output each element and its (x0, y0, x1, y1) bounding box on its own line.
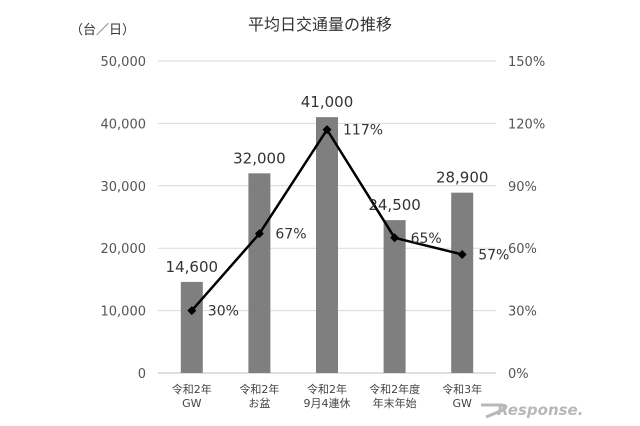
bar-value-label: 24,500 (368, 196, 421, 214)
x-tick-label: 令和2年 (172, 382, 212, 396)
line-series (187, 125, 467, 316)
y2-tick-label: 90% (508, 180, 537, 195)
y-tick-label: 40,000 (101, 117, 147, 132)
x-tick-label: 令和2年 (239, 382, 279, 396)
line-marker (322, 125, 332, 135)
y2-tick-label: 150% (508, 55, 545, 70)
bar-value-label: 14,600 (166, 258, 219, 276)
watermark-text: Response. (497, 401, 583, 419)
bar (248, 173, 271, 373)
y-tick-label: 0 (138, 367, 146, 382)
line-value-label: 65% (411, 231, 442, 247)
bar-value-label: 28,900 (436, 169, 489, 187)
bar (316, 117, 338, 373)
line-value-label: 117% (343, 123, 383, 139)
y2-tick-label: 30% (508, 305, 537, 320)
x-tick-label: 令和2年 (307, 382, 347, 396)
bar-value-label: 41,000 (301, 93, 354, 111)
y2-tick-label: 60% (508, 242, 537, 257)
bar (180, 281, 203, 373)
y2-tick-label: 120% (508, 117, 545, 132)
y-tick-label: 50,000 (101, 55, 147, 70)
x-tick-label: GW (452, 397, 472, 410)
y-tick-label: 10,000 (101, 305, 147, 320)
labels: 0 10,000 20,000 30,000 40,000 50,000 0% 30% 60% 9… (101, 55, 546, 410)
chart-title: 平均日交通量の推移 (248, 15, 392, 34)
line-value-label: 30% (208, 304, 239, 320)
x-tick-label: 年末年始 (373, 396, 417, 410)
bar-value-label: 32,000 (233, 149, 286, 167)
y2-tick-label: 0% (508, 367, 529, 382)
x-tick-label: GW (182, 397, 202, 410)
x-tick-label: 9月4連休 (304, 396, 351, 410)
x-tick-label: お盆 (248, 396, 270, 410)
watermark-logo-icon (481, 403, 506, 419)
bar (451, 192, 474, 373)
x-tick-label: 令和3年 (442, 382, 482, 396)
bar (383, 220, 406, 373)
y-tick-label: 30,000 (101, 180, 147, 195)
y-tick-label: 20,000 (101, 242, 147, 257)
line-marker (187, 306, 197, 316)
line-value-label: 67% (275, 227, 306, 243)
line-marker (457, 249, 467, 259)
line-marker (390, 233, 400, 243)
y-unit-label: （台／日） (70, 23, 135, 38)
watermark: Response. (481, 401, 583, 419)
x-tick-label: 令和2年度 (369, 382, 420, 396)
line-marker (254, 229, 264, 239)
line-value-label: 57% (478, 247, 509, 263)
